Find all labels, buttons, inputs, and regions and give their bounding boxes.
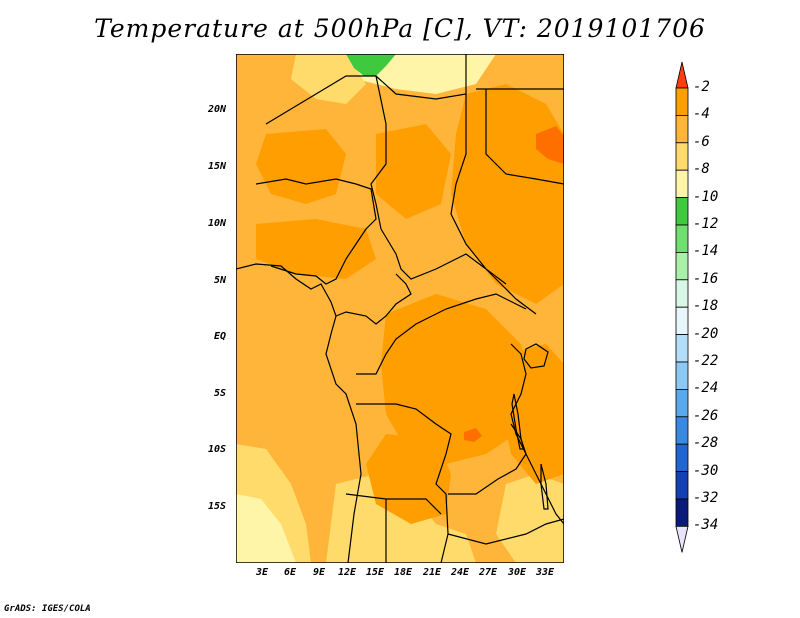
border-sahara-north (265, 54, 467, 125)
colorbar (675, 61, 689, 553)
colorbar-swatch (675, 197, 689, 226)
border-congo (335, 273, 412, 325)
colorbar-top-arrow (675, 61, 689, 89)
colorbar-label: -14 (693, 243, 719, 260)
colorbar-swatch (675, 169, 689, 198)
border-drc-west (356, 293, 527, 375)
border-angola-drc (356, 403, 452, 563)
colorbar-label: -28 (693, 435, 719, 452)
colorbar-label: -4 (693, 106, 710, 123)
colorbar-label: -16 (693, 270, 719, 287)
colorbar-label: -22 (693, 353, 719, 369)
colorbar-label: -10 (693, 188, 719, 205)
border-cameroon-car (380, 228, 537, 315)
border-nigeria (255, 178, 377, 285)
lon-label-30e: 30E (508, 567, 527, 578)
lake-malawi (540, 463, 549, 510)
colorbar-swatch (675, 388, 689, 418)
temp-field-east-africa (501, 344, 564, 484)
lat-label-5s: 5S (214, 388, 227, 399)
credit-text: GrADS: IGES/COLA (4, 604, 91, 614)
colorbar-swatch (675, 443, 689, 473)
lon-label-15e: 15E (366, 567, 385, 578)
colorbar-label: -30 (693, 462, 719, 479)
border-south-angola (345, 493, 442, 515)
border-east-lakes (510, 343, 564, 525)
lake-tanganyika (511, 393, 525, 450)
lon-label-3e: 3E (256, 567, 269, 578)
temp-field-hotspot-s (464, 428, 482, 442)
colorbar-label: -8 (693, 161, 710, 178)
temp-field-congo-basin (381, 294, 531, 464)
colorbar-swatch (675, 251, 689, 281)
map-canvas (236, 54, 564, 563)
lon-label-9e: 9E (313, 567, 326, 578)
colorbar-swatch (675, 361, 689, 390)
lat-label-5n: 5N (214, 275, 227, 286)
colorbar-swatch (675, 416, 689, 445)
lon-label-12e: 12E (338, 567, 357, 578)
lon-label-21e: 21E (423, 567, 442, 578)
border-niger-chad (370, 75, 387, 230)
colorbar-swatch (675, 87, 689, 116)
colorbar-swatch (675, 306, 689, 335)
temp-field-sahel-band (256, 219, 376, 279)
lon-label-24e: 24E (451, 567, 470, 578)
colorbar-label: -12 (693, 216, 719, 232)
coastline-west (236, 263, 362, 563)
temp-field-chad (376, 124, 451, 219)
colorbar-swatch (675, 334, 689, 363)
colorbar-label: -18 (693, 298, 719, 315)
chart-title: Temperature at 500hPa [C], VT: 201910170… (94, 14, 706, 43)
colorbar-label: -26 (693, 407, 719, 424)
lat-label-15n: 15N (208, 161, 227, 172)
temp-field-east (451, 84, 564, 304)
lon-label-33e: 33E (536, 567, 555, 578)
colorbar-label: -24 (693, 380, 719, 397)
lat-label-10s: 10S (208, 444, 227, 455)
lon-label-18e: 18E (394, 567, 413, 578)
lat-label-20n: 20N (208, 104, 227, 115)
border-south-east (447, 518, 564, 545)
temp-field-sahel-west (256, 129, 346, 204)
colorbar-label: -2 (693, 79, 710, 95)
colorbar-swatch (675, 115, 689, 144)
temperature-map (236, 54, 564, 563)
colorbar-label: -20 (693, 325, 719, 342)
lon-label-6e: 6E (284, 567, 297, 578)
colorbar-label: -32 (693, 490, 719, 506)
temp-field-hotspot-ne (536, 126, 564, 164)
lat-label-eq: EQ (214, 331, 227, 342)
lat-label-10n: 10N (208, 218, 227, 229)
temp-field-sw-pale (236, 494, 296, 563)
lat-label-15s: 15S (208, 501, 227, 512)
border-east-sudan (476, 88, 564, 185)
temp-field-green-top (346, 54, 396, 76)
colorbar-swatch (675, 142, 689, 171)
colorbar-swatch (675, 224, 689, 253)
colorbar-label: -34 (693, 517, 719, 534)
colorbar-swatch (675, 498, 689, 527)
temp-field-north-warm (291, 54, 366, 104)
colorbar-swatch (675, 471, 689, 500)
lake-victoria (523, 343, 549, 369)
country-borders (236, 54, 564, 563)
lon-label-27e: 27E (479, 567, 498, 578)
temp-field-angola (366, 434, 451, 524)
colorbar-swatch (675, 279, 689, 308)
colorbar-bottom-arrow (675, 525, 689, 553)
colorbar-label: -6 (693, 133, 710, 150)
